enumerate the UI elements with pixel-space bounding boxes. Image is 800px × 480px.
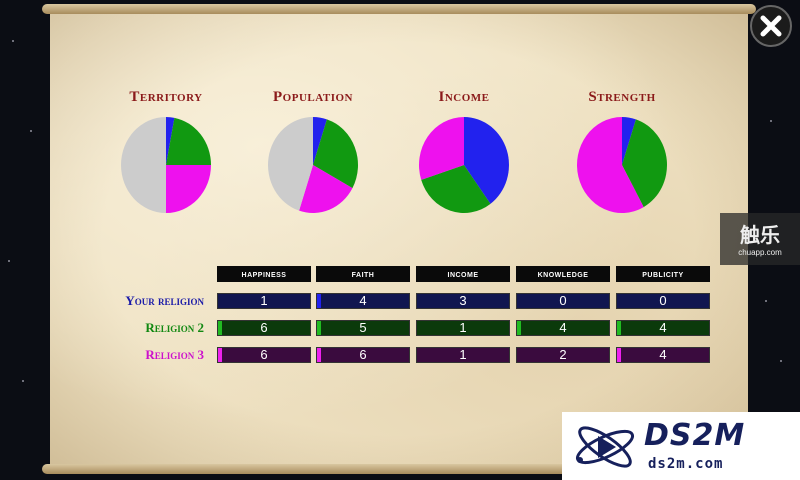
pie-slice-your-religion: [464, 117, 509, 204]
col-header-publicity: publicity: [616, 266, 710, 282]
chuapp-watermark: 触乐 chuapp.com: [720, 213, 800, 265]
stat-value: 6: [260, 320, 268, 335]
col-header-income: income: [416, 266, 510, 282]
scroll-top-rod: [42, 4, 756, 14]
stat-notch: [617, 321, 621, 335]
pie-slice-religion-3: [577, 117, 644, 213]
stats-scroll-panel: [42, 4, 756, 474]
col-header-happiness: happiness: [217, 266, 311, 282]
pie-chart: [121, 117, 211, 213]
ds2m-logo-url: ds2m.com: [648, 456, 724, 472]
watermark-small-text: chuapp.com: [738, 248, 782, 257]
pie-slice-religion-2: [313, 119, 358, 189]
stat-cell: 4: [516, 320, 610, 336]
stat-value: 1: [459, 347, 467, 362]
pie-slice-unclaimed: [268, 117, 313, 211]
stat-value: 2: [559, 347, 567, 362]
pie-chart: [577, 117, 667, 213]
stat-cell: 4: [616, 347, 710, 363]
pie-slice-your-religion: [622, 117, 636, 165]
stat-value: 0: [559, 293, 567, 308]
pie-slice-religion-2: [421, 165, 491, 213]
stat-value: 3: [459, 293, 467, 308]
pie-title: Population: [273, 89, 353, 105]
col-header-knowledge: knowledge: [516, 266, 610, 282]
pie-slice-religion-3: [299, 165, 353, 213]
pie-population: Population: [238, 86, 388, 216]
stat-cell: 0: [616, 293, 710, 309]
stat-cell: 6: [316, 347, 410, 363]
stat-value: 1: [459, 320, 467, 335]
stat-notch: [218, 348, 222, 362]
pie-title: Income: [438, 89, 490, 105]
pie-title: Territory: [129, 89, 203, 105]
stat-notch: [317, 348, 321, 362]
stat-cell: 1: [416, 320, 510, 336]
pie-slice-religion-2: [622, 119, 667, 208]
pie-chart: [268, 117, 358, 213]
pie-strength: Strength: [547, 86, 697, 216]
stat-cell: 4: [616, 320, 710, 336]
ds2m-logo-text: DS2M: [644, 418, 746, 453]
stat-cell: 5: [316, 320, 410, 336]
pie-title: Strength: [588, 89, 656, 105]
stat-notch: [517, 321, 521, 335]
stat-value: 1: [260, 293, 268, 308]
pie-territory: Territory: [91, 86, 241, 216]
pie-slice-your-religion: [166, 117, 175, 165]
stat-cell: 6: [217, 320, 311, 336]
stat-notch: [617, 348, 621, 362]
col-header-faith: faith: [316, 266, 410, 282]
stat-value: 5: [359, 320, 367, 335]
scroll-bottom-rod: [42, 464, 756, 474]
stat-value: 4: [359, 293, 367, 308]
stat-value: 4: [559, 320, 567, 335]
pie-slice-religion-3: [419, 117, 464, 180]
pie-slice-religion-3: [166, 165, 211, 213]
pie-income: Income: [389, 86, 539, 216]
stat-cell: 1: [416, 347, 510, 363]
stat-cell: 4: [316, 293, 410, 309]
atom-logo-icon: [575, 426, 635, 468]
pie-slice-unclaimed: [121, 117, 166, 213]
stat-notch: [317, 294, 321, 308]
row-label-religion-3: Religion 3: [145, 347, 204, 362]
close-icon: [760, 15, 782, 37]
close-button[interactable]: [750, 5, 792, 47]
row-label-religion-2: Religion 2: [145, 320, 204, 335]
stat-cell: 2: [516, 347, 610, 363]
stat-value: 4: [659, 347, 667, 362]
pie-slice-your-religion: [313, 117, 327, 165]
stat-value: 4: [659, 320, 667, 335]
row-label-your-religion: Your religion: [125, 293, 204, 308]
stat-value: 0: [659, 293, 667, 308]
stat-cell: 3: [416, 293, 510, 309]
stat-cell: 1: [217, 293, 311, 309]
stat-value: 6: [359, 347, 367, 362]
pie-chart: [419, 117, 509, 213]
ds2m-watermark: DS2M ds2m.com: [562, 412, 800, 480]
stat-value: 6: [260, 347, 268, 362]
stat-cell: 0: [516, 293, 610, 309]
stat-notch: [218, 321, 222, 335]
stat-cell: 6: [217, 347, 311, 363]
stat-notch: [317, 321, 321, 335]
pie-slice-religion-2: [166, 117, 211, 165]
watermark-big-text: 触乐: [740, 225, 780, 247]
